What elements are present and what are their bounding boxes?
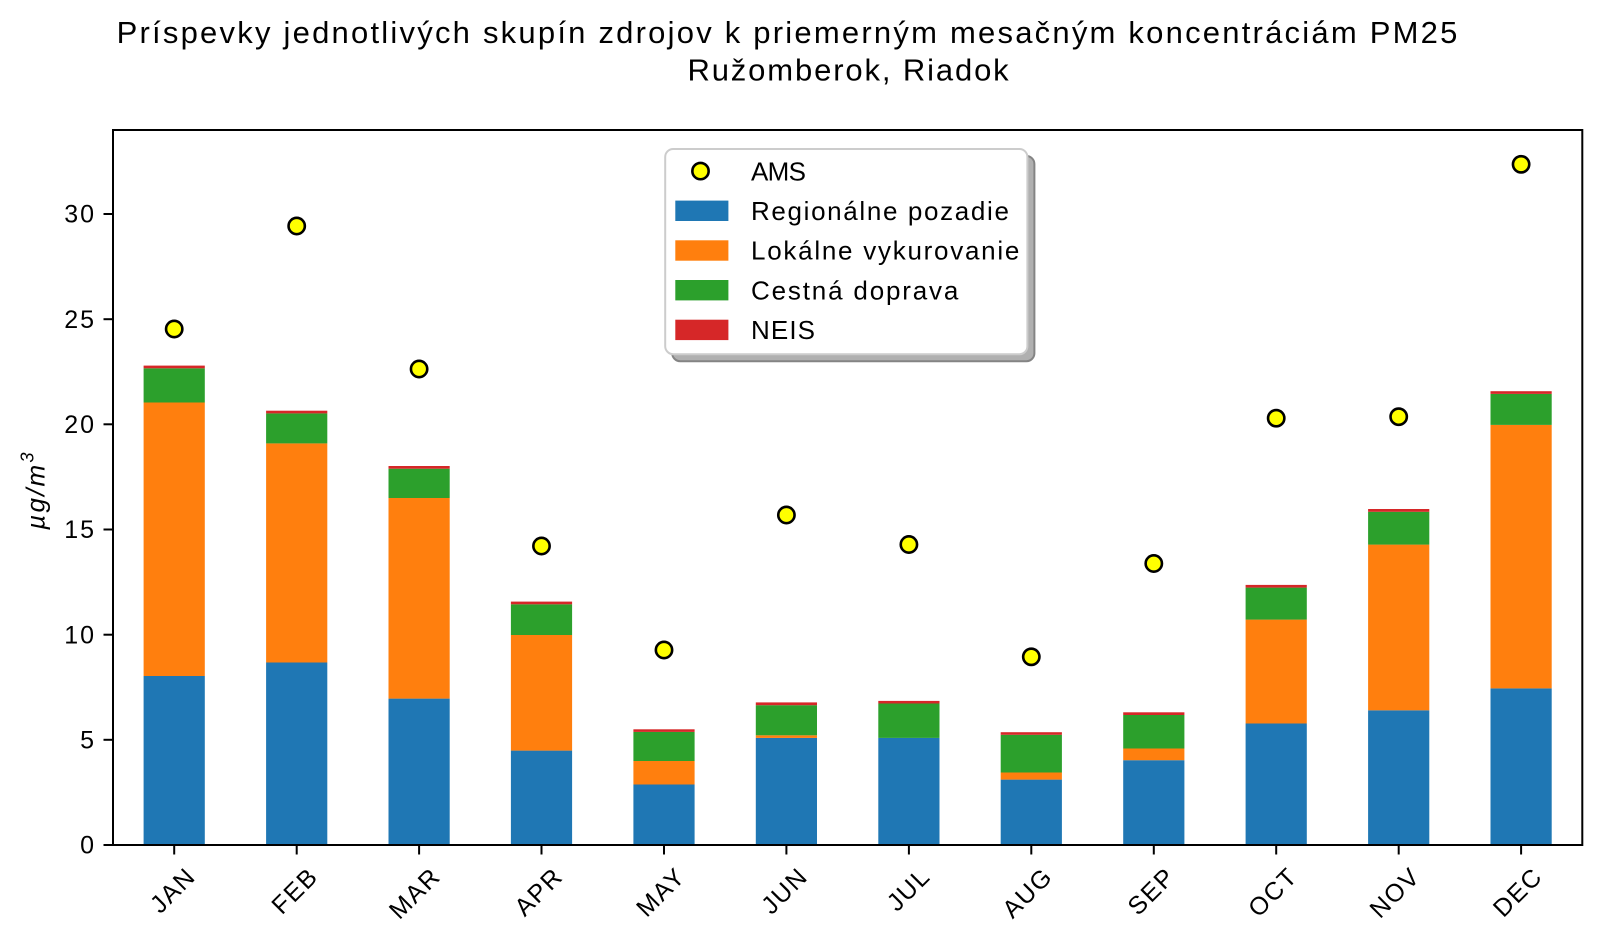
svg-text:10: 10 [64, 621, 96, 649]
svg-text:Ružomberok, Riadok: Ružomberok, Riadok [687, 53, 1010, 88]
svg-text:25: 25 [64, 306, 96, 334]
svg-text:Regionálne pozadie: Regionálne pozadie [751, 196, 1011, 226]
svg-text:NEIS: NEIS [751, 315, 816, 345]
svg-text:µg/m3: µg/m3 [18, 450, 51, 530]
svg-text:15: 15 [64, 516, 96, 544]
svg-text:30: 30 [64, 201, 96, 229]
svg-text:Cestná doprava: Cestná doprava [751, 275, 960, 305]
svg-text:Lokálne vykurovanie: Lokálne vykurovanie [751, 236, 1021, 266]
svg-text:0: 0 [80, 832, 96, 860]
svg-text:Príspevky jednotlivých skupín: Príspevky jednotlivých skupín zdrojov k … [117, 15, 1460, 50]
svg-text:AMS: AMS [751, 156, 806, 186]
svg-text:5: 5 [80, 727, 96, 755]
svg-text:20: 20 [64, 411, 96, 439]
